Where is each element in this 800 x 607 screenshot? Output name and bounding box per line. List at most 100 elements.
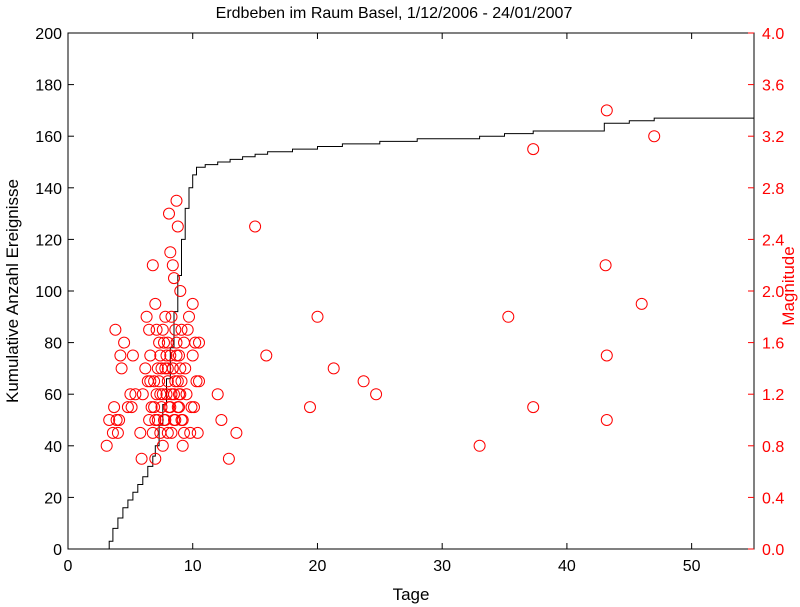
cumulative-line bbox=[105, 115, 755, 550]
magnitude-point bbox=[160, 349, 173, 362]
magnitude-point bbox=[165, 426, 178, 439]
magnitude-point bbox=[188, 401, 200, 414]
magnitude-point bbox=[115, 362, 128, 375]
magnitude-point bbox=[178, 426, 190, 439]
magnitude-point bbox=[159, 310, 172, 323]
magnitude-point bbox=[165, 388, 178, 401]
magnitude-point bbox=[148, 401, 161, 414]
left-y-tick-label: 60 bbox=[44, 387, 62, 404]
right-y-tick-label: 0.4 bbox=[762, 490, 784, 507]
x-axis-label: Tage bbox=[393, 585, 430, 604]
x-tick-label: 30 bbox=[433, 558, 451, 575]
cumulative-series bbox=[105, 115, 755, 550]
left-y-tick-label: 80 bbox=[44, 336, 62, 353]
magnitude-point bbox=[189, 336, 202, 349]
magnitude-point bbox=[156, 323, 169, 336]
magnitude-point bbox=[168, 272, 180, 285]
magnitude-point bbox=[171, 375, 184, 388]
magnitude-point bbox=[146, 259, 159, 272]
magnitude-point bbox=[164, 401, 177, 414]
left-y-tick-label: 100 bbox=[35, 284, 62, 301]
left-y-tick-label: 120 bbox=[35, 232, 62, 249]
magnitude-point bbox=[193, 336, 205, 349]
chart-title: Erdbeben im Raum Basel, 1/12/2006 - 24/0… bbox=[216, 5, 573, 22]
magnitude-point bbox=[170, 194, 183, 207]
magnitude-point bbox=[357, 375, 370, 388]
magnitude-point bbox=[527, 401, 540, 414]
magnitude-point bbox=[179, 362, 192, 375]
magnitude-point bbox=[176, 439, 189, 452]
magnitude-point bbox=[186, 349, 199, 362]
magnitude-point bbox=[193, 375, 205, 388]
x-tick-label: 10 bbox=[184, 558, 202, 575]
right-y-tick-label: 3.2 bbox=[762, 129, 784, 146]
magnitude-point bbox=[156, 439, 169, 452]
magnitude-point bbox=[141, 375, 154, 388]
magnitude-point bbox=[600, 104, 613, 117]
right-y-tick-label: 0.8 bbox=[762, 439, 784, 456]
magnitude-point bbox=[151, 362, 164, 375]
magnitude-point bbox=[100, 439, 113, 452]
magnitude-point bbox=[185, 401, 198, 414]
magnitude-series bbox=[100, 104, 661, 465]
magnitude-point bbox=[599, 259, 612, 272]
magnitude-point bbox=[155, 401, 168, 414]
magnitude-point bbox=[169, 375, 182, 388]
x-tick-label: 0 bbox=[64, 558, 73, 575]
left-y-tick-label: 200 bbox=[35, 26, 62, 43]
magnitude-point bbox=[148, 375, 161, 388]
magnitude-point bbox=[174, 388, 187, 401]
left-y-tick-label: 140 bbox=[35, 181, 62, 198]
magnitude-point bbox=[370, 388, 383, 401]
magnitude-point bbox=[311, 310, 324, 323]
right-y-tick-label: 4.0 bbox=[762, 26, 784, 43]
magnitude-point bbox=[175, 414, 188, 426]
magnitude-point bbox=[169, 414, 182, 426]
magnitude-point bbox=[126, 349, 139, 362]
magnitude-point bbox=[113, 414, 126, 426]
magnitude-point bbox=[222, 452, 235, 465]
magnitude-point bbox=[180, 388, 193, 401]
magnitude-point bbox=[149, 297, 162, 310]
magnitude-point bbox=[114, 349, 127, 362]
magnitude-point bbox=[110, 414, 123, 426]
magnitude-point bbox=[158, 336, 170, 349]
magnitude-point bbox=[135, 452, 148, 465]
magnitude-point bbox=[160, 388, 173, 401]
magnitude-point bbox=[129, 388, 142, 401]
magnitude-point bbox=[191, 426, 204, 439]
magnitude-point bbox=[178, 336, 190, 349]
magnitude-point bbox=[173, 401, 185, 414]
left-y-axis: 0 20 40 60 80 100 120 140 160 180 200 bbox=[35, 26, 74, 559]
magnitude-point bbox=[121, 401, 134, 414]
magnitude-point bbox=[165, 310, 178, 323]
magnitude-point bbox=[304, 401, 316, 414]
magnitude-point bbox=[170, 336, 183, 349]
magnitude-point bbox=[153, 375, 166, 388]
x-tick-label: 50 bbox=[683, 558, 701, 575]
magnitude-point bbox=[170, 349, 183, 362]
left-y-tick-label: 160 bbox=[35, 129, 62, 146]
magnitude-point bbox=[111, 426, 124, 439]
x-tick-label: 20 bbox=[309, 558, 327, 575]
right-y-tick-label: 2.8 bbox=[762, 181, 784, 198]
magnitude-point bbox=[171, 220, 184, 233]
magnitude-point bbox=[166, 362, 179, 375]
magnitude-point bbox=[106, 426, 119, 439]
magnitude-point bbox=[164, 246, 177, 259]
magnitude-point bbox=[139, 362, 152, 375]
magnitude-point bbox=[154, 426, 167, 439]
magnitude-point bbox=[163, 207, 175, 220]
magnitude-point bbox=[211, 388, 224, 401]
magnitude-point bbox=[144, 349, 157, 362]
magnitude-point bbox=[600, 349, 613, 362]
left-y-tick-label: 20 bbox=[44, 490, 62, 507]
magnitude-point bbox=[164, 349, 177, 362]
magnitude-point bbox=[109, 323, 122, 336]
magnitude-point bbox=[159, 414, 172, 426]
magnitude-point bbox=[108, 401, 121, 414]
right-y-tick-label: 1.2 bbox=[762, 387, 784, 404]
magnitude-point bbox=[249, 220, 262, 233]
magnitude-point bbox=[190, 375, 203, 388]
magnitude-point bbox=[140, 310, 153, 323]
